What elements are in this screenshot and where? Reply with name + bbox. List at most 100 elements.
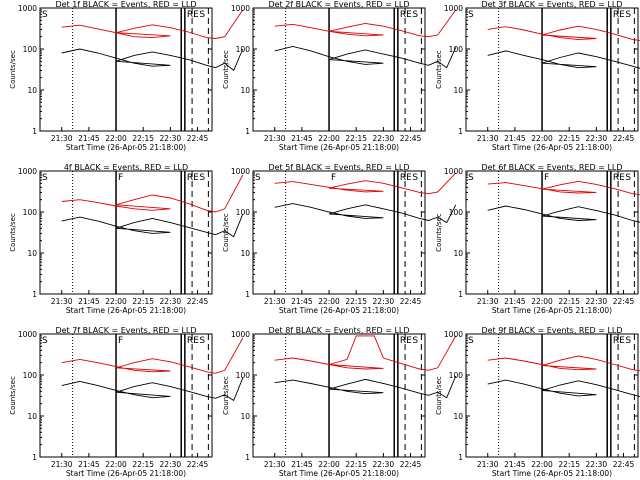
panel-title: Det 3f BLACK = Events, RED = LLD — [481, 0, 622, 9]
y-tick-label: 1000 — [231, 4, 250, 13]
x-axis-label: Start Time (26-Apr-05 21:18:00) — [66, 143, 186, 152]
x-tick-label: 22:15 — [345, 460, 367, 469]
panel-title: Det 7f BLACK = Events, RED = LLD — [55, 326, 196, 335]
x-tick-label: 22:00 — [105, 460, 127, 469]
panel-4: 4f BLACK = Events, RED = LLD 1 10 100 1000 21… — [9, 163, 244, 315]
x-axis-label: Start Time (26-Apr-05 21:18:00) — [492, 306, 612, 315]
panel-title: Det 9f BLACK = Events, RED = LLD — [481, 326, 622, 335]
x-tick-label: 22:00 — [531, 460, 553, 469]
x-tick-label: 22:30 — [586, 297, 608, 306]
plot-frame — [465, 7, 639, 132]
flag-label: S — [468, 173, 474, 183]
y-axis-label: Counts/sec — [9, 376, 17, 415]
flag-label: S — [625, 173, 631, 183]
plot-frame — [252, 170, 426, 295]
y-tick-label: 100 — [23, 371, 38, 380]
x-tick-label: 22:45 — [187, 134, 209, 143]
plot-frame — [465, 333, 639, 458]
x-tick-label: 22:15 — [132, 460, 154, 469]
panel-title: Det 2f BLACK = Events, RED = LLD — [268, 0, 409, 9]
flag-label: RE — [400, 173, 412, 183]
y-tick-label: 1000 — [444, 167, 463, 176]
x-tick-label: 21:45 — [291, 134, 313, 143]
flag-label: S — [625, 10, 631, 20]
y-axis-label: Counts/sec — [435, 213, 443, 252]
lld-series-line — [61, 337, 244, 374]
flag-label: S — [412, 173, 418, 183]
x-tick-label: 21:45 — [504, 297, 526, 306]
y-axis-label: Counts/sec — [435, 50, 443, 89]
panel-7: Det 7f BLACK = Events, RED = LLD 1 10 100 10… — [9, 326, 244, 478]
x-tick-label: 22:30 — [373, 297, 395, 306]
y-tick-label: 100 — [449, 45, 464, 54]
x-tick-label: 22:00 — [318, 460, 340, 469]
x-axis-label: Start Time (26-Apr-05 21:18:00) — [279, 469, 399, 478]
panel-title: Det 1f BLACK = Events, RED = LLD — [55, 0, 196, 9]
flag-label: RE — [613, 336, 625, 346]
events-series-line — [61, 213, 244, 238]
x-tick-label: 21:45 — [504, 460, 526, 469]
y-tick-label: 100 — [236, 45, 251, 54]
y-tick-label: 1000 — [231, 167, 250, 176]
x-tick-label: 22:45 — [187, 297, 209, 306]
events-series-line — [274, 203, 457, 224]
flag-label: RE — [400, 336, 412, 346]
plot-frame — [39, 333, 213, 458]
x-tick-label: 22:00 — [105, 297, 127, 306]
y-axis-label: Counts/sec — [222, 213, 230, 252]
panel-8: Det 8f BLACK = Events, RED = LLD 1 10 100 10… — [222, 326, 457, 478]
x-tick-label: 21:30 — [477, 460, 499, 469]
y-tick-label: 1 — [458, 453, 463, 462]
panel-2: Det 2f BLACK = Events, RED = LLD 1 10 100 10… — [222, 0, 457, 152]
panel-3: Det 3f BLACK = Events, RED = LLD 1 10 100 10… — [435, 0, 640, 152]
x-tick-label: 21:45 — [78, 134, 100, 143]
panel-1: Det 1f BLACK = Events, RED = LLD 1 10 100 10… — [9, 0, 244, 152]
lld-series-line — [487, 355, 640, 372]
flag-label: S — [199, 173, 205, 183]
panel-title: 4f BLACK = Events, RED = LLD — [64, 163, 188, 172]
x-tick-label: 21:45 — [291, 297, 313, 306]
y-tick-label: 1000 — [231, 330, 250, 339]
flag-label: S — [42, 173, 48, 183]
y-tick-label: 1000 — [18, 330, 37, 339]
lld-series-line — [61, 174, 244, 213]
y-tick-label: 1000 — [18, 167, 37, 176]
lld-series-line — [274, 335, 457, 371]
x-tick-label: 22:15 — [132, 134, 154, 143]
x-tick-label: 22:00 — [105, 134, 127, 143]
y-tick-label: 10 — [27, 412, 37, 421]
x-tick-label: 21:45 — [504, 134, 526, 143]
plot-frame — [252, 7, 426, 132]
flag-label: RE — [187, 336, 199, 346]
x-tick-label: 22:30 — [373, 460, 395, 469]
x-tick-label: 22:45 — [613, 297, 635, 306]
x-tick-label: 22:15 — [558, 460, 580, 469]
flag-label: F — [118, 173, 123, 183]
lld-series-line — [487, 180, 640, 196]
y-tick-label: 1 — [245, 453, 250, 462]
y-tick-label: 10 — [453, 249, 463, 258]
x-axis-label: Start Time (26-Apr-05 21:18:00) — [279, 143, 399, 152]
y-axis-label: Counts/sec — [9, 213, 17, 252]
flag-label: S — [625, 336, 631, 346]
x-tick-label: 21:30 — [264, 460, 286, 469]
x-axis-label: Start Time (26-Apr-05 21:18:00) — [492, 469, 612, 478]
x-tick-label: 22:15 — [558, 297, 580, 306]
x-tick-label: 22:00 — [531, 297, 553, 306]
y-tick-label: 100 — [23, 45, 38, 54]
x-axis-label: Start Time (26-Apr-05 21:18:00) — [492, 143, 612, 152]
events-series-line — [61, 377, 244, 402]
y-tick-label: 10 — [240, 412, 250, 421]
y-axis-label: Counts/sec — [222, 50, 230, 89]
x-tick-label: 22:15 — [558, 134, 580, 143]
x-tick-label: 22:45 — [400, 460, 422, 469]
panel-9: Det 9f BLACK = Events, RED = LLD 1 10 100 10… — [435, 326, 640, 478]
lld-series-line — [61, 9, 244, 39]
flag-label: S — [468, 336, 474, 346]
flag-label: RE — [400, 10, 412, 20]
events-series-line — [487, 379, 640, 398]
x-tick-label: 21:30 — [51, 460, 73, 469]
x-tick-label: 21:30 — [477, 297, 499, 306]
flag-label: RE — [187, 173, 199, 183]
